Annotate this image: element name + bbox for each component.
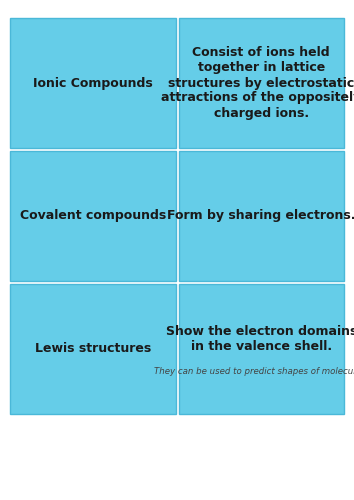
Bar	[178, 18, 344, 148]
Text: Lewis structures: Lewis structures	[35, 342, 151, 355]
Bar	[10, 151, 176, 281]
Text: Show the electron domains
in the valence shell.: Show the electron domains in the valence…	[166, 325, 354, 353]
Text: Consist of ions held
together in lattice
structures by electrostatic
attractions: Consist of ions held together in lattice…	[161, 46, 354, 120]
Text: They can be used to predict shapes of molecules.: They can be used to predict shapes of mo…	[154, 366, 354, 376]
Text: Ionic Compounds: Ionic Compounds	[33, 76, 153, 90]
Bar	[178, 151, 344, 281]
Text: Covalent compounds: Covalent compounds	[19, 210, 166, 222]
Text: Form by sharing electrons.: Form by sharing electrons.	[167, 210, 354, 222]
Bar	[10, 284, 176, 414]
Bar	[10, 18, 176, 148]
Bar	[178, 284, 344, 414]
